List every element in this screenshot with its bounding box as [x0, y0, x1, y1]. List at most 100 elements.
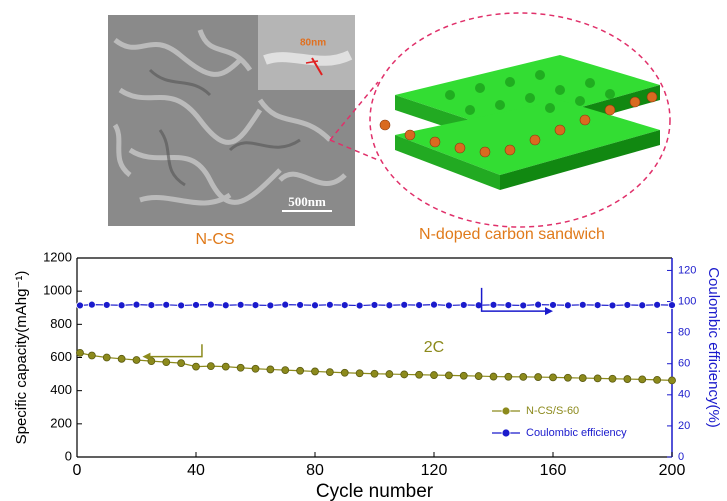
legend-label: Coulombic efficiency	[526, 427, 627, 439]
data-point	[371, 370, 378, 377]
data-point	[237, 301, 244, 308]
figure: 80nm 500nm N-CS N-doped carbon sandwich …	[0, 0, 727, 501]
data-point	[178, 360, 185, 367]
data-point	[594, 302, 601, 309]
data-point	[133, 301, 140, 308]
data-point	[431, 301, 438, 308]
data-point	[312, 302, 319, 309]
x-tick-label: 120	[421, 462, 448, 479]
data-point	[252, 365, 259, 372]
data-point	[326, 301, 333, 308]
data-point	[669, 377, 676, 384]
data-point	[431, 372, 438, 379]
data-point	[267, 302, 274, 309]
data-point	[594, 375, 601, 382]
data-point	[445, 302, 452, 309]
scale-bar: 500nm	[288, 194, 326, 209]
data-point	[341, 369, 348, 376]
data-point	[460, 301, 467, 308]
data-point	[252, 302, 259, 309]
data-point	[163, 301, 170, 308]
data-point	[490, 373, 497, 380]
y-tick-label: 200	[50, 415, 72, 430]
data-point	[282, 301, 289, 308]
legend-label: N-CS/S-60	[526, 405, 579, 417]
sem-image: 80nm 500nm	[108, 15, 355, 226]
data-point	[282, 367, 289, 374]
data-point	[341, 302, 348, 309]
data-point	[207, 363, 214, 370]
schematic-label: N-doped carbon sandwich	[419, 226, 605, 243]
y2-tick-label: 80	[678, 327, 690, 339]
x-tick-label: 200	[659, 462, 686, 479]
data-point	[193, 363, 200, 370]
legend-marker	[502, 407, 510, 415]
data-point	[564, 374, 571, 381]
y2-tick-label: 0	[678, 451, 684, 463]
data-point	[490, 301, 497, 308]
y2-tick-label: 100	[678, 295, 696, 307]
data-point	[356, 302, 363, 309]
data-point	[505, 302, 512, 309]
data-point	[550, 374, 557, 381]
data-point	[416, 371, 423, 378]
data-point	[76, 349, 83, 356]
y-tick-label: 800	[50, 316, 72, 331]
data-point	[401, 301, 408, 308]
data-point	[163, 359, 170, 366]
data-point	[222, 302, 229, 309]
data-point	[579, 301, 586, 308]
data-point	[193, 301, 200, 308]
data-point	[520, 373, 527, 380]
data-point	[535, 301, 542, 308]
legend-marker	[502, 429, 510, 437]
inset-scale: 80nm	[300, 38, 326, 49]
x-tick-label: 160	[540, 462, 567, 479]
x-tick-label: 0	[73, 462, 82, 479]
x-axis-title: Cycle number	[316, 481, 434, 501]
data-point	[669, 302, 676, 309]
data-point	[103, 354, 110, 361]
data-point	[609, 375, 616, 382]
data-point	[609, 302, 616, 309]
data-point	[207, 301, 214, 308]
data-point	[88, 301, 95, 308]
data-point	[460, 372, 467, 379]
x-tick-label: 40	[187, 462, 205, 479]
data-point	[445, 372, 452, 379]
data-point	[624, 301, 631, 308]
y-tick-label: 400	[50, 382, 72, 397]
data-point	[535, 374, 542, 381]
y2-tick-label: 120	[678, 264, 696, 276]
data-point	[178, 302, 185, 309]
annotation: 2C	[424, 339, 444, 356]
sandwich-schematic	[380, 55, 660, 190]
data-point	[356, 370, 363, 377]
y-axis-title: Specific capacity(mAhg⁻¹)	[13, 271, 30, 445]
y2-tick-label: 20	[678, 420, 690, 432]
data-point	[297, 301, 304, 308]
data-point	[416, 302, 423, 309]
data-point	[401, 371, 408, 378]
data-point	[222, 363, 229, 370]
data-point	[103, 301, 110, 308]
data-point	[564, 302, 571, 309]
data-point	[76, 302, 83, 309]
data-point	[654, 301, 661, 308]
data-point	[639, 302, 646, 309]
data-point	[312, 368, 319, 375]
data-point	[386, 371, 393, 378]
y2-axis-title: Coulombic efficiency(%)	[705, 267, 722, 428]
data-point	[579, 375, 586, 382]
data-point	[371, 301, 378, 308]
y-tick-label: 1200	[43, 249, 72, 264]
data-point	[475, 373, 482, 380]
data-point	[118, 355, 125, 362]
data-point	[624, 376, 631, 383]
data-point	[148, 302, 155, 309]
data-point	[88, 352, 95, 359]
data-point	[267, 366, 274, 373]
data-point	[118, 302, 125, 309]
data-point	[326, 369, 333, 376]
